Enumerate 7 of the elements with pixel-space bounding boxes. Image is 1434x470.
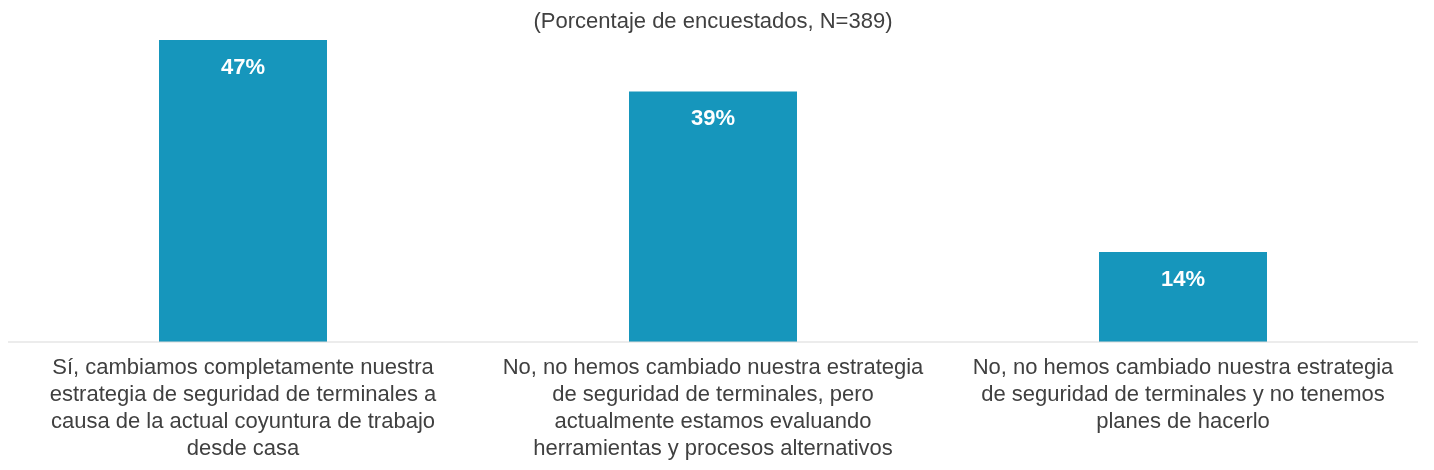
x-tick-label: Sí, cambiamos completamente nuestra estrategia de seguridad de terminales a causa de la actual coyuntura de trabajo desde casa [49, 354, 437, 460]
x-tick-label: No, no hemos cambiado nuestra estrategia de seguridad de terminales y no tenemos planes de hacerlo [972, 354, 1395, 433]
data-label: 39% [690, 105, 736, 131]
chart-subtitle: (Porcentaje de encuestados, N=389) [532, 8, 894, 35]
x-tick-label: No, no hemos cambiado nuestra estrategia de seguridad de terminales, pero actualmente estamos evaluando herramientas y procesos alternativos [502, 354, 925, 460]
data-label: 47% [220, 53, 266, 79]
data-label: 14% [1160, 265, 1206, 291]
